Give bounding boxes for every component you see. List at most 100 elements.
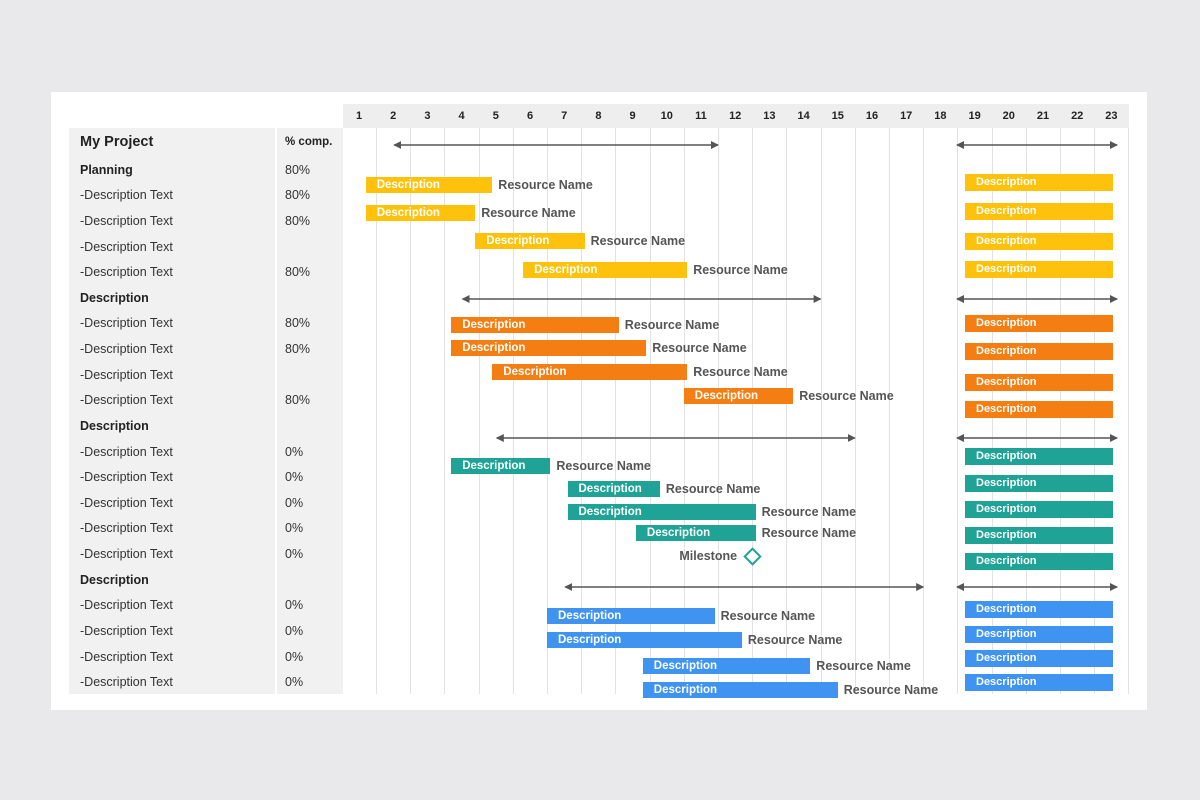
summary-bar[interactable]: Description (965, 501, 1113, 518)
day-11-header: 11 (695, 110, 707, 122)
day-2-gridline (410, 128, 411, 694)
day-10-gridline (684, 128, 685, 694)
task-label: -Description Text (80, 265, 173, 279)
task-bar[interactable]: Description (642, 658, 811, 674)
summary-bar[interactable]: Description (965, 315, 1113, 332)
summary-bar[interactable]: Description (965, 601, 1113, 618)
day-18-header: 18 (934, 110, 947, 122)
group-pct-1: 80% (285, 163, 311, 177)
resource-name-label: Resource Name (556, 459, 651, 473)
task-label: -Description Text (80, 598, 173, 612)
task-pct: 80% (285, 214, 311, 228)
task-bar[interactable]: Description (451, 458, 551, 474)
day-18-gridline (957, 128, 958, 694)
day-3-gridline (444, 128, 445, 694)
day-2-header: 2 (390, 110, 397, 122)
task-bar[interactable]: Description (642, 682, 838, 698)
task-label: -Description Text (80, 521, 173, 535)
task-label: -Description Text (80, 650, 173, 664)
resource-name-label: Resource Name (624, 318, 720, 332)
day-17-header: 17 (900, 110, 913, 122)
resource-name-label: Resource Name (590, 234, 686, 248)
summary-bar[interactable]: Description (965, 401, 1113, 418)
project-title: My Project (80, 134, 154, 150)
task-bar[interactable]: Description (547, 608, 715, 624)
summary-bar[interactable]: Description (965, 448, 1113, 465)
summary-bar[interactable]: Description (965, 343, 1113, 360)
day-5-gridline (513, 128, 514, 694)
task-bar[interactable]: Description (547, 632, 742, 648)
task-pct: 0% (285, 650, 304, 664)
resource-name-label: Resource Name (652, 341, 747, 355)
task-pct: 80% (285, 342, 311, 356)
resource-name-label: Resource Name (761, 505, 857, 519)
day-23-header: 23 (1105, 110, 1118, 122)
task-pct: 0% (285, 496, 304, 510)
task-pct: 80% (285, 265, 311, 279)
milestone-label: Milestone (679, 549, 738, 563)
group-label-2: Description (80, 291, 149, 305)
timeline-header (343, 104, 1129, 128)
task-label: -Description Text (80, 675, 173, 689)
day-5-header: 5 (492, 110, 499, 122)
summary-bar[interactable]: Description (965, 261, 1113, 278)
task-bar[interactable]: Description (365, 205, 476, 221)
day-8-header: 8 (595, 110, 602, 122)
task-bar[interactable]: Description (492, 364, 688, 380)
day-9-gridline (650, 128, 651, 694)
day-12-header: 12 (729, 110, 742, 122)
summary-bar[interactable]: Description (965, 553, 1113, 570)
day-9-header: 9 (629, 110, 636, 122)
task-label: -Description Text (80, 470, 173, 484)
summary-bar[interactable]: Description (965, 174, 1113, 191)
day-20-header: 20 (1002, 110, 1015, 122)
day-6-header: 6 (526, 110, 534, 122)
day-13-gridline (786, 128, 787, 694)
task-bar[interactable]: Description (475, 233, 585, 249)
task-pct: 0% (285, 624, 304, 638)
resource-name-label: Resource Name (816, 659, 911, 673)
task-pct: 0% (285, 547, 304, 561)
task-pct: 80% (285, 316, 311, 330)
task-pct: 0% (285, 675, 304, 689)
summary-bar[interactable]: Description (965, 626, 1113, 643)
percent-complete-header: % comp. (285, 136, 333, 148)
task-label: -Description Text (80, 188, 173, 202)
task-bar[interactable]: Description (635, 525, 756, 541)
task-name-column (69, 128, 275, 694)
day-3-header: 3 (424, 110, 431, 122)
task-bar[interactable]: Description (523, 262, 688, 278)
task-bar[interactable]: Description (451, 317, 619, 333)
task-bar[interactable]: Description (365, 177, 493, 193)
day-7-gridline (581, 128, 582, 694)
task-bar[interactable]: Description (451, 340, 647, 356)
summary-bar[interactable]: Description (965, 475, 1113, 492)
task-label: -Description Text (80, 316, 173, 330)
day-4-header: 4 (458, 110, 465, 122)
task-label: -Description Text (80, 214, 173, 228)
group-label-3: Description (80, 419, 149, 433)
summary-bar[interactable]: Description (965, 374, 1113, 391)
day-14-gridline (821, 128, 822, 694)
day-15-gridline (855, 128, 856, 694)
summary-bar[interactable]: Description (965, 674, 1113, 691)
resource-name-label: Resource Name (747, 633, 843, 647)
resource-name-label: Resource Name (720, 609, 816, 623)
task-bar[interactable]: Description (567, 504, 756, 520)
day-22-header: 22 (1071, 110, 1084, 122)
task-bar[interactable]: Description (567, 481, 660, 497)
summary-bar[interactable]: Description (965, 203, 1113, 220)
task-label: -Description Text (80, 547, 173, 561)
day-16-gridline (889, 128, 890, 694)
day-16-header: 16 (865, 110, 879, 122)
summary-bar[interactable]: Description (965, 527, 1113, 544)
day-12-gridline (752, 128, 753, 694)
summary-bar[interactable]: Description (965, 650, 1113, 667)
day-14-header: 14 (797, 110, 810, 122)
task-bar[interactable]: Description (683, 388, 794, 404)
day-11-gridline (718, 128, 719, 694)
summary-bar[interactable]: Description (965, 233, 1113, 250)
resource-name-label: Resource Name (665, 482, 761, 496)
percent-complete-column (277, 128, 343, 694)
